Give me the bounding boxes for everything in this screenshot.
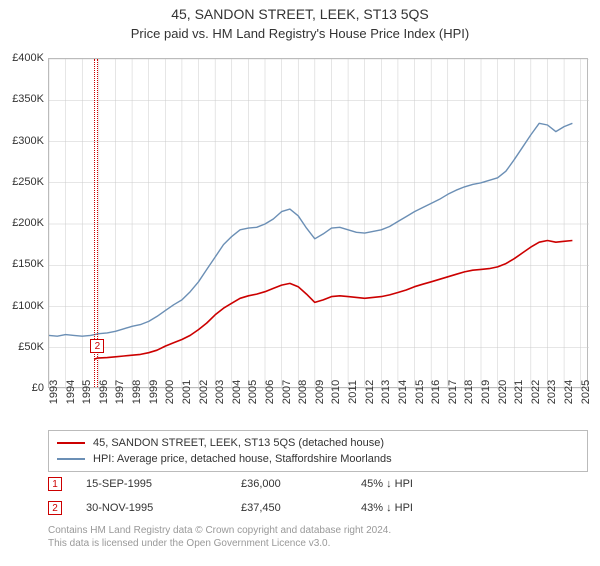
event-marker-2: 2 [48,501,62,515]
xtick-label: 2012 [364,380,376,404]
xtick-label: 2021 [513,380,525,404]
legend: 45, SANDON STREET, LEEK, ST13 5QS (detac… [48,430,588,472]
ytick-label: £100K [12,300,44,312]
xtick-label: 2003 [214,380,226,404]
event-marker-inplot: 2 [90,339,104,353]
xtick-label: 1997 [114,380,126,404]
xtick-label: 2009 [314,380,326,404]
xtick-label: 2011 [347,380,359,404]
ytick-label: £50K [18,341,44,353]
ytick-label: £300K [12,135,44,147]
xtick-label: 2005 [247,380,259,404]
event-row-1: 1 15-SEP-1995 £36,000 45% ↓ HPI [48,472,588,496]
ytick-label: £250K [12,176,44,188]
chart-svg [49,59,589,389]
xtick-label: 2019 [480,380,492,404]
page-subtitle: Price paid vs. HM Land Registry's House … [0,26,600,41]
ytick-label: £0 [32,382,44,394]
attribution: Contains HM Land Registry data © Crown c… [48,524,588,550]
xtick-label: 2000 [164,380,176,404]
xtick-label: 2024 [563,380,575,404]
legend-swatch-hpi [57,458,85,460]
xtick-label: 2001 [181,380,193,404]
event-diff-2: 43% ↓ HPI [361,502,481,514]
event-row-2: 2 30-NOV-1995 £37,450 43% ↓ HPI [48,496,588,520]
xtick-label: 1998 [131,380,143,404]
event-date-1: 15-SEP-1995 [86,478,241,490]
xtick-label: 2002 [198,380,210,404]
xtick-label: 1996 [98,380,110,404]
xtick-label: 1994 [65,380,77,404]
xtick-label: 2010 [330,380,342,404]
xtick-label: 2016 [430,380,442,404]
ytick-label: £150K [12,258,44,270]
xtick-label: 2013 [380,380,392,404]
ytick-label: £200K [12,217,44,229]
attribution-line1: Contains HM Land Registry data © Crown c… [48,524,588,537]
xtick-label: 2006 [264,380,276,404]
legend-label-price: 45, SANDON STREET, LEEK, ST13 5QS (detac… [93,437,384,449]
xtick-label: 2023 [546,380,558,404]
xtick-label: 1999 [148,380,160,404]
ytick-label: £350K [12,93,44,105]
xtick-label: 2015 [414,380,426,404]
event-price-1: £36,000 [241,478,361,490]
legend-row-hpi: HPI: Average price, detached house, Staf… [57,451,579,467]
xtick-label: 2017 [447,380,459,404]
legend-swatch-price [57,442,85,444]
xtick-label: 2025 [580,380,592,404]
event-vline [97,59,98,387]
xtick-label: 1993 [48,380,60,404]
legend-label-hpi: HPI: Average price, detached house, Staf… [93,453,392,465]
event-price-2: £37,450 [241,502,361,514]
xtick-label: 2004 [231,380,243,404]
event-marker-1: 1 [48,477,62,491]
xtick-label: 1995 [81,380,93,404]
page-title: 45, SANDON STREET, LEEK, ST13 5QS [0,6,600,22]
xtick-label: 2014 [397,380,409,404]
xtick-label: 2007 [281,380,293,404]
chart-plot-area: 2 [48,58,588,388]
xtick-label: 2008 [297,380,309,404]
event-vline [94,59,95,387]
events-table: 1 15-SEP-1995 £36,000 45% ↓ HPI 2 30-NOV… [48,472,588,520]
xtick-label: 2020 [497,380,509,404]
event-date-2: 30-NOV-1995 [86,502,241,514]
event-diff-1: 45% ↓ HPI [361,478,481,490]
xtick-label: 2018 [463,380,475,404]
legend-row-price: 45, SANDON STREET, LEEK, ST13 5QS (detac… [57,435,579,451]
ytick-label: £400K [12,52,44,64]
xtick-label: 2022 [530,380,542,404]
attribution-line2: This data is licensed under the Open Gov… [48,537,588,550]
